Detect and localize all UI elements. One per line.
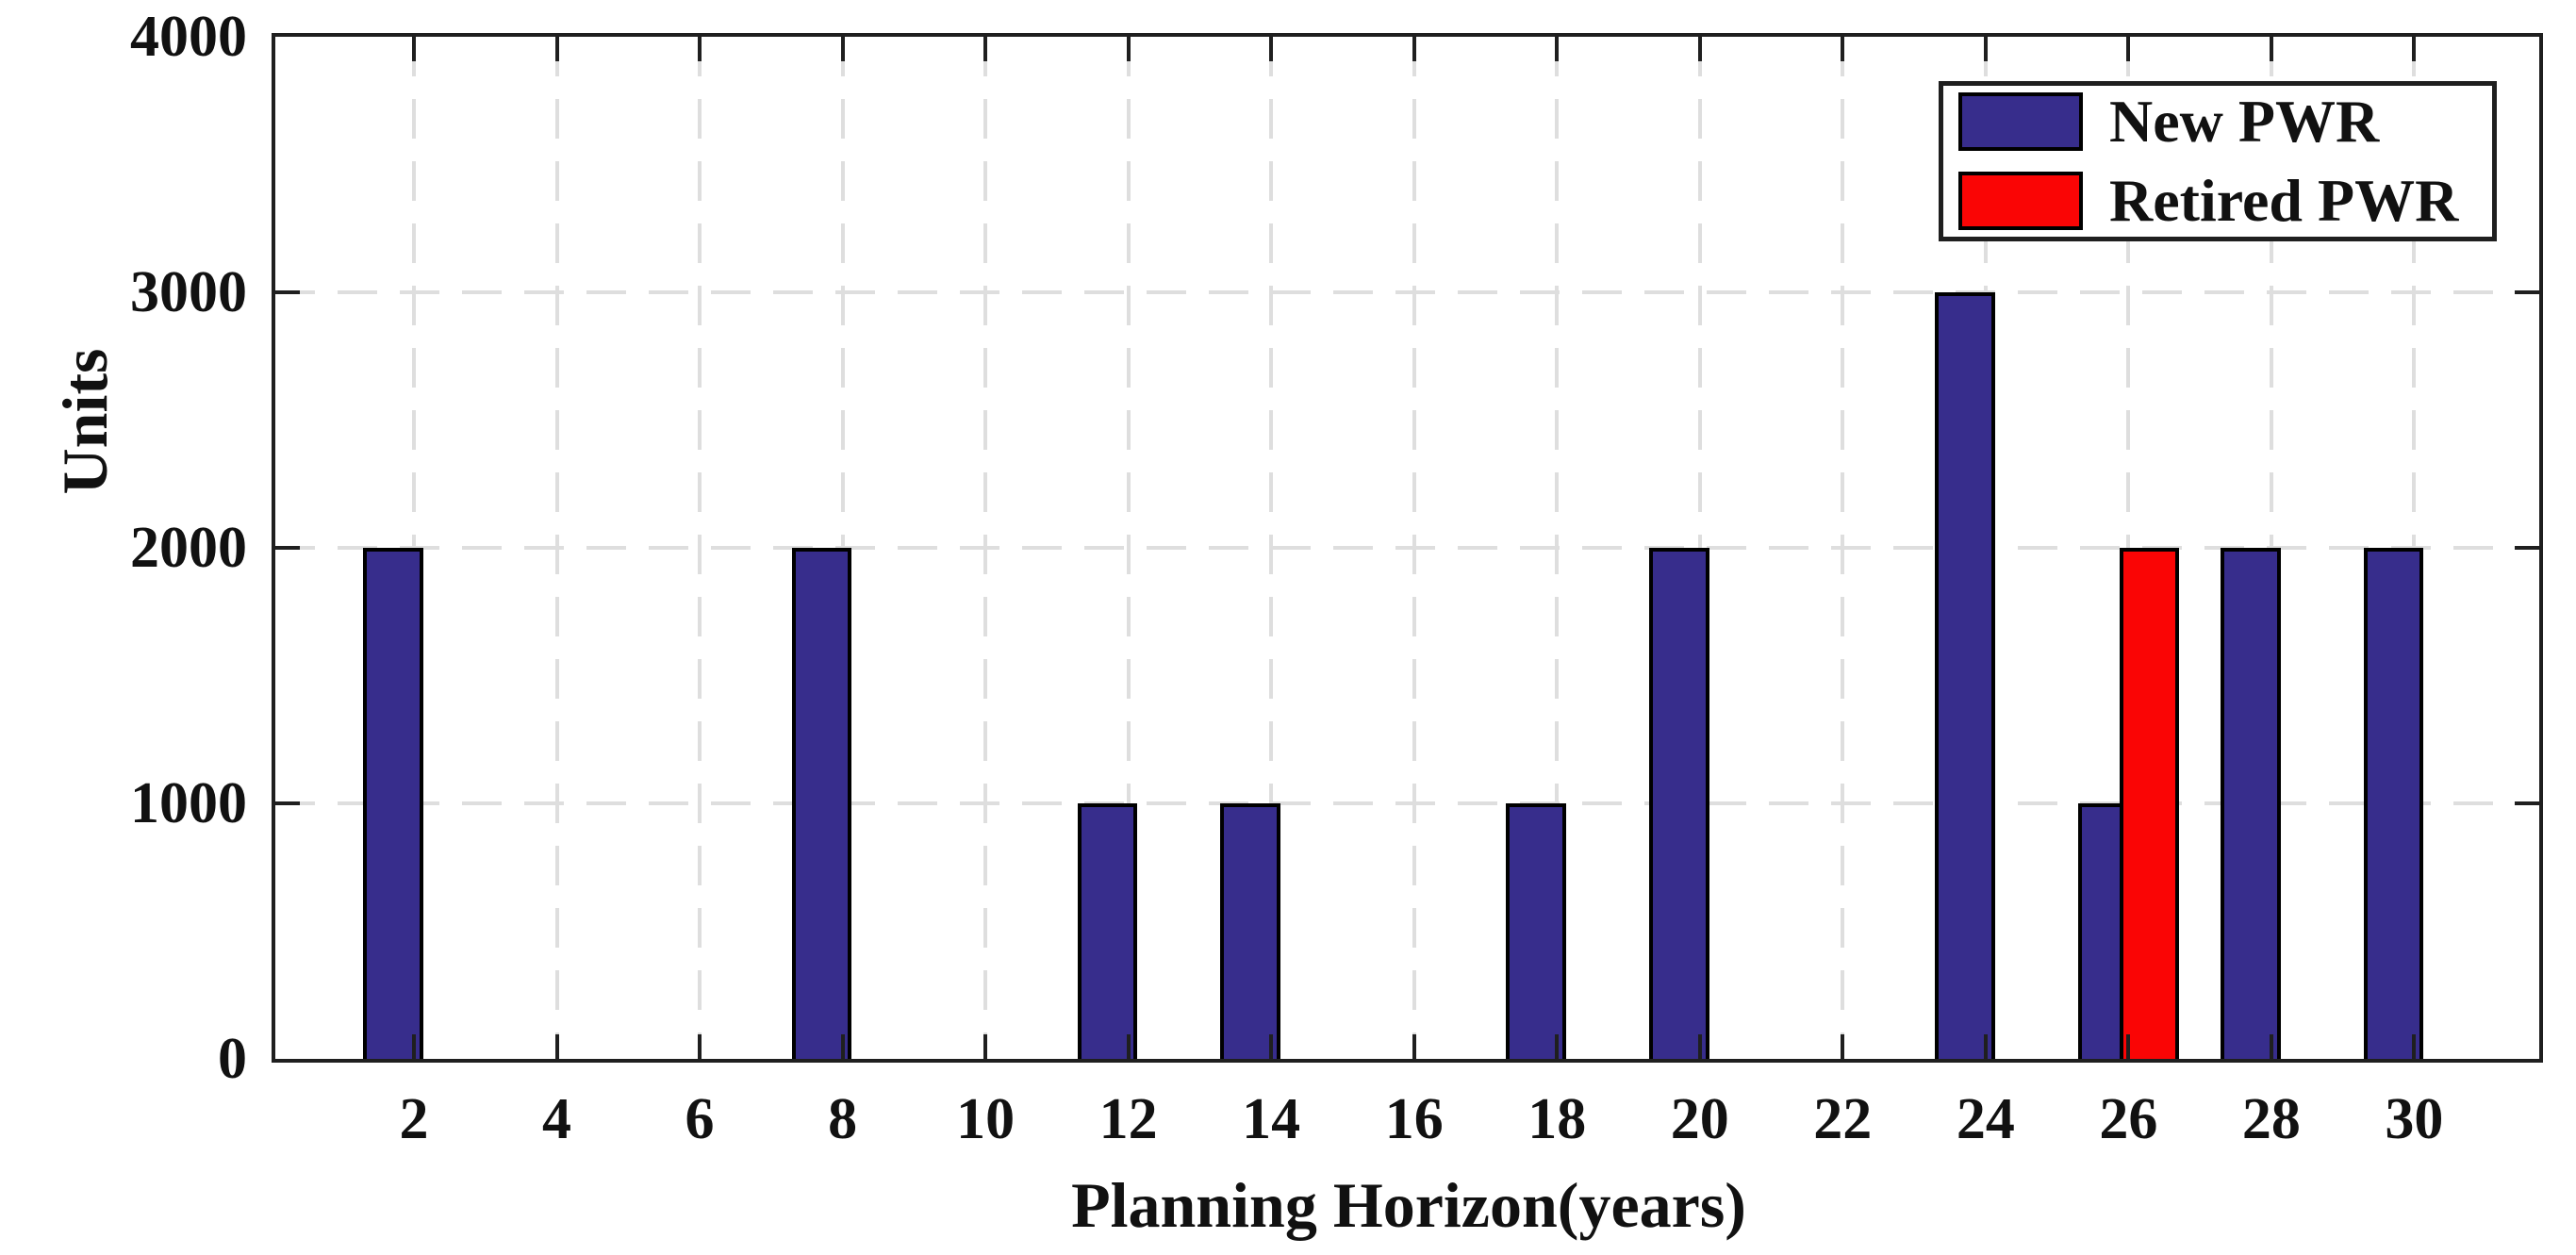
x-tick-bottom-2 [411, 1034, 416, 1059]
bar-new-pwr-x28 [2221, 548, 2281, 1059]
x-tick-top-6 [698, 37, 702, 61]
y-tick-right-3000 [2515, 290, 2539, 294]
x-tick-label-22: 22 [1813, 1087, 1873, 1151]
legend-swatch-retired-pwr [1958, 172, 2083, 230]
x-tick-top-16 [1412, 37, 1416, 61]
y-axis-title: Units [49, 348, 121, 495]
x-axis-title: Planning Horizon(years) [1071, 1169, 1746, 1241]
legend-entry-retired-pwr: Retired PWR [1958, 168, 2492, 234]
x-tick-label-14: 14 [1242, 1087, 1301, 1151]
x-tick-bottom-10 [983, 1034, 988, 1059]
x-tick-label-18: 18 [1527, 1087, 1587, 1151]
h-gridline-2000 [275, 546, 2539, 550]
x-tick-top-8 [840, 37, 845, 61]
x-tick-top-20 [1697, 37, 1702, 61]
x-tick-bottom-30 [2412, 1034, 2417, 1059]
x-tick-label-20: 20 [1670, 1087, 1729, 1151]
x-tick-top-30 [2412, 37, 2417, 61]
x-tick-top-22 [1841, 37, 1845, 61]
x-tick-top-28 [2269, 37, 2273, 61]
x-tick-top-14 [1269, 37, 1274, 61]
x-tick-top-24 [1983, 37, 1988, 61]
bar-new-pwr-x8 [791, 548, 852, 1059]
x-tick-bottom-28 [2269, 1034, 2273, 1059]
x-tick-bottom-26 [2126, 1034, 2131, 1059]
x-tick-label-26: 26 [2099, 1087, 2158, 1151]
x-tick-label-2: 2 [399, 1087, 429, 1151]
x-tick-top-12 [1126, 37, 1131, 61]
y-tick-left-2000 [275, 546, 300, 550]
v-gridline-18 [1555, 37, 1560, 1059]
x-tick-top-18 [1555, 37, 1560, 61]
x-tick-label-12: 12 [1098, 1087, 1158, 1151]
x-tick-label-24: 24 [1956, 1087, 2015, 1151]
v-gridline-12 [1126, 37, 1131, 1059]
y-tick-left-3000 [275, 290, 300, 294]
legend-entry-new-pwr: New PWR [1958, 89, 2492, 155]
bar-new-pwr-x30 [2363, 548, 2424, 1059]
x-tick-bottom-12 [1126, 1034, 1131, 1059]
legend: New PWR Retired PWR [1939, 81, 2497, 241]
v-gridline-14 [1269, 37, 1274, 1059]
bar-retired-pwr-x26 [2119, 548, 2180, 1059]
legend-label-retired-pwr: Retired PWR [2109, 167, 2459, 234]
x-tick-label-10: 10 [956, 1087, 1016, 1151]
x-tick-label-4: 4 [542, 1087, 571, 1151]
x-tick-label-16: 16 [1384, 1087, 1444, 1151]
y-tick-right-2000 [2515, 546, 2539, 550]
legend-swatch-new-pwr [1958, 92, 2083, 151]
x-tick-top-10 [983, 37, 988, 61]
bar-new-pwr-x14 [1220, 803, 1280, 1059]
x-tick-top-2 [411, 37, 416, 61]
x-tick-bottom-16 [1412, 1034, 1416, 1059]
legend-label-new-pwr: New PWR [2109, 88, 2380, 155]
x-tick-label-6: 6 [685, 1087, 715, 1151]
v-gridline-4 [554, 37, 559, 1059]
x-tick-label-8: 8 [828, 1087, 858, 1151]
v-gridline-10 [983, 37, 988, 1059]
h-gridline-1000 [275, 801, 2539, 805]
x-tick-label-28: 28 [2241, 1087, 2301, 1151]
x-tick-bottom-22 [1841, 1034, 1845, 1059]
y-tick-left-1000 [275, 801, 300, 805]
x-tick-bottom-24 [1983, 1034, 1988, 1059]
bar-new-pwr-x2 [363, 548, 423, 1059]
bar-new-pwr-x20 [1648, 548, 1709, 1059]
x-tick-bottom-20 [1697, 1034, 1702, 1059]
bar-new-pwr-x24 [1935, 292, 1995, 1059]
x-tick-label-30: 30 [2385, 1087, 2444, 1151]
y-tick-label-3000: 3000 [130, 260, 247, 324]
x-tick-top-4 [554, 37, 559, 61]
x-tick-bottom-4 [554, 1034, 559, 1059]
y-tick-label-4000: 4000 [130, 5, 247, 69]
y-tick-label-0: 0 [218, 1027, 247, 1091]
x-tick-bottom-8 [840, 1034, 845, 1059]
v-gridline-16 [1412, 37, 1416, 1059]
bar-new-pwr-x12 [1077, 803, 1138, 1059]
v-gridline-22 [1841, 37, 1845, 1059]
h-gridline-3000 [275, 290, 2539, 294]
y-tick-right-1000 [2515, 801, 2539, 805]
x-tick-bottom-18 [1555, 1034, 1560, 1059]
x-tick-bottom-14 [1269, 1034, 1274, 1059]
y-tick-label-1000: 1000 [130, 771, 247, 835]
v-gridline-6 [698, 37, 702, 1059]
y-tick-label-2000: 2000 [130, 516, 247, 580]
x-tick-bottom-6 [698, 1034, 702, 1059]
x-tick-top-26 [2126, 37, 2131, 61]
bar-new-pwr-x18 [1506, 803, 1567, 1059]
